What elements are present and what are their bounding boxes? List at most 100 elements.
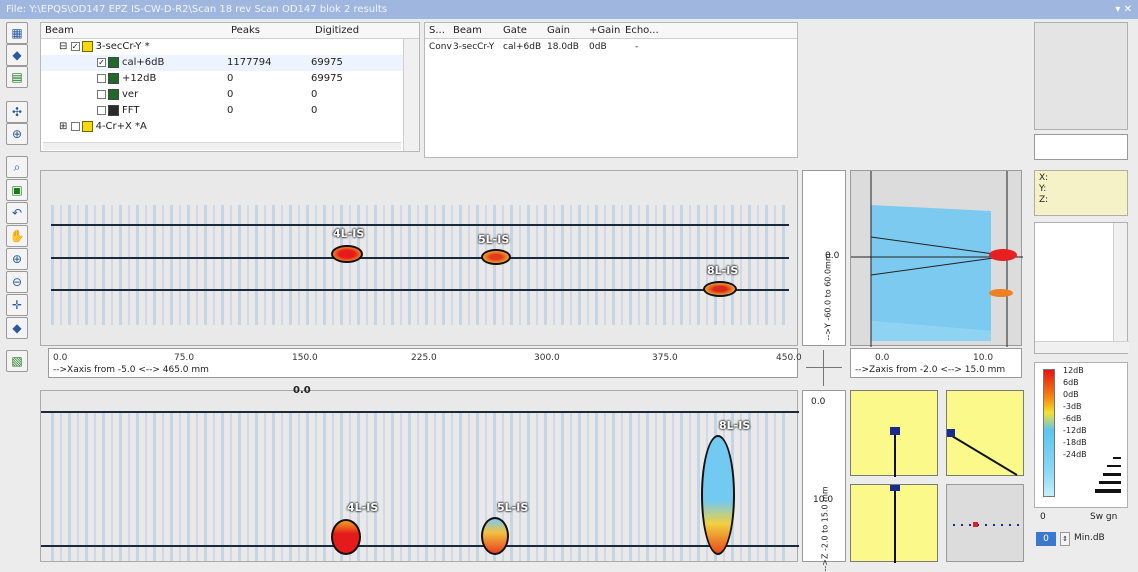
expand-icon[interactable]: ⊞ <box>59 121 68 132</box>
defect-5l-is[interactable] <box>481 517 509 555</box>
image-tool-icon[interactable]: ▣ <box>6 179 28 201</box>
defect-5l-is[interactable] <box>481 249 511 265</box>
x-tick: 75.0 <box>174 353 195 363</box>
target-tool-icon[interactable]: ⊕ <box>6 123 28 145</box>
cell: 3-secCr-Y <box>453 42 495 52</box>
zoom-box-icon[interactable]: ⌕ <box>6 156 28 178</box>
crosshair-tool-icon[interactable]: ✣ <box>6 101 28 123</box>
probe-view-bottom-right[interactable] <box>946 484 1024 562</box>
collapse-icon[interactable]: ⊟ <box>59 41 68 52</box>
sweep-gain-min-value: 0 <box>1040 512 1046 522</box>
backwall-line[interactable] <box>41 545 799 547</box>
defect-label: 5L-IS <box>497 501 529 514</box>
cursor-line[interactable] <box>51 289 789 291</box>
col-header[interactable]: Beam <box>453 25 482 36</box>
x-axis-caption: -->Xaxis from -5.0 <--> 465.0 mm <box>53 365 209 375</box>
col-header[interactable]: Gain <box>547 25 570 36</box>
info-list-hscroll[interactable] <box>1035 341 1129 353</box>
end-view-panel[interactable] <box>850 170 1023 347</box>
settings-panel-icon[interactable]: ▧ <box>6 350 28 372</box>
cursor-line[interactable] <box>51 257 789 259</box>
col-beam-header[interactable]: Beam <box>45 25 74 36</box>
gate-icon <box>108 88 119 100</box>
z-tick: 0.0 <box>875 353 890 363</box>
peaks-value <box>227 39 311 55</box>
beam-group-icon <box>81 40 93 52</box>
x-tick: 225.0 <box>411 353 437 363</box>
peaks-value: 0 <box>227 105 234 116</box>
tree-horizontal-scrollbar[interactable] <box>43 142 401 150</box>
color-scale-panel: 12dB 6dB 0dB -3dB -6dB -12dB -18dB -24dB <box>1034 362 1128 508</box>
histogram <box>1095 457 1121 493</box>
cursor-crosshair-box[interactable] <box>806 350 842 386</box>
probe-view-top-left[interactable] <box>850 390 938 477</box>
checkbox[interactable] <box>97 105 106 115</box>
digitized-value <box>311 119 381 135</box>
cursor-line[interactable] <box>51 224 789 226</box>
transducer-icon[interactable]: ◆ <box>6 317 28 339</box>
tree-row[interactable]: ⊟ ✓ 3-secCr-Y * <box>41 39 419 55</box>
cursor-tool-icon[interactable]: ✛ <box>6 294 28 316</box>
color-scale-bar <box>1043 369 1055 497</box>
zoom-out-icon[interactable]: ⊖ <box>6 271 28 293</box>
defect-4l-is[interactable] <box>331 245 363 263</box>
peaks-value: 0 <box>227 89 234 100</box>
col-header[interactable]: S... <box>429 25 445 36</box>
probe-tool-icon[interactable]: ◆ <box>6 44 28 66</box>
grid-tool-icon[interactable]: ▦ <box>6 22 28 44</box>
window-title: File: Y:\EPQS\OD147 EPZ IS-CW-D-R2\Scan … <box>6 4 388 15</box>
info-list-panel[interactable] <box>1034 222 1129 354</box>
y-axis-ruler[interactable]: 0.0 -->Y -60.0 to 60.0mm <box>802 170 846 346</box>
gate-table-row[interactable]: Conv 3-secCr-Y cal+6dB 18.0dB 0dB - <box>425 39 797 55</box>
checkbox[interactable] <box>97 73 106 83</box>
x-axis-ruler[interactable]: 0.0 75.0 150.0 225.0 300.0 375.0 450.0 -… <box>48 348 802 378</box>
col-header[interactable]: Echo... <box>625 25 659 36</box>
top-cscan-image[interactable] <box>51 205 789 325</box>
tree-row[interactable]: FFT 0 0 <box>41 103 419 119</box>
defect-4l-is[interactable] <box>331 519 361 555</box>
defect-label: 5L-IS <box>478 233 510 246</box>
digitized-value: 0 <box>311 105 318 116</box>
checkbox[interactable] <box>97 89 106 99</box>
digitized-value: 69975 <box>311 73 343 84</box>
defect-8l-is[interactable] <box>701 435 735 555</box>
z-side-ruler[interactable]: 0.0 10.0 -->Z -2.0 to 15.0 mm <box>802 390 846 572</box>
window-controls[interactable]: ▾ ✕ <box>1115 4 1132 15</box>
defect-label: 8L-IS <box>719 419 751 432</box>
pan-hand-icon[interactable]: ✋ <box>6 225 28 247</box>
tree-label: +12dB <box>122 73 157 84</box>
z-axis-ruler[interactable]: 0.0 10.0 -->Zaxis from -2.0 <--> 15.0 mm <box>850 348 1022 378</box>
z-side-caption: -->Z -2.0 to 15.0 mm <box>820 486 830 572</box>
info-list-vscroll[interactable] <box>1113 223 1127 341</box>
checkbox[interactable]: ✓ <box>97 57 106 67</box>
tree-label: 3-secCr-Y * <box>95 41 150 52</box>
col-header[interactable]: +Gain <box>589 25 621 36</box>
preview-input[interactable] <box>1034 134 1128 160</box>
spin-arrows-icon[interactable]: ⇕ <box>1060 532 1070 546</box>
zoom-in-icon[interactable]: ⊕ <box>6 248 28 270</box>
tree-row[interactable]: ✓ cal+6dB 1177794 69975 <box>41 55 419 71</box>
surface-line[interactable] <box>41 411 799 413</box>
probe-view-top-right[interactable] <box>946 390 1024 476</box>
bottom-scan-image[interactable] <box>51 411 789 561</box>
undo-icon[interactable]: ↶ <box>6 202 28 224</box>
col-digitized-header[interactable]: Digitized <box>315 25 360 36</box>
min-db-spinbox[interactable]: 0 <box>1036 532 1056 546</box>
col-peaks-header[interactable]: Peaks <box>231 25 260 36</box>
tree-row[interactable]: ⊞ 4-Cr+X *A <box>41 119 419 135</box>
gate-table-header: S... Beam Gate Gain +Gain Echo... <box>425 23 797 39</box>
defect-8l-is[interactable] <box>703 281 737 297</box>
layout-tool-icon[interactable]: ▤ <box>6 66 28 88</box>
checkbox[interactable] <box>70 121 80 131</box>
tree-row[interactable]: +12dB 0 69975 <box>41 71 419 87</box>
bottom-scan-frame: 0.0 4L-IS 5L-IS 8L-IS <box>40 385 799 562</box>
coord-x: X: <box>1039 173 1049 183</box>
y-mid-tick: 0.0 <box>825 251 840 261</box>
coord-y: Y: <box>1039 184 1047 194</box>
cell: Conv <box>429 42 452 52</box>
checkbox[interactable]: ✓ <box>70 41 80 51</box>
col-header[interactable]: Gate <box>503 25 527 36</box>
tree-row[interactable]: ver 0 0 <box>41 87 419 103</box>
probe-view-bottom-left[interactable] <box>850 484 938 563</box>
tree-vertical-scrollbar[interactable] <box>403 39 419 151</box>
